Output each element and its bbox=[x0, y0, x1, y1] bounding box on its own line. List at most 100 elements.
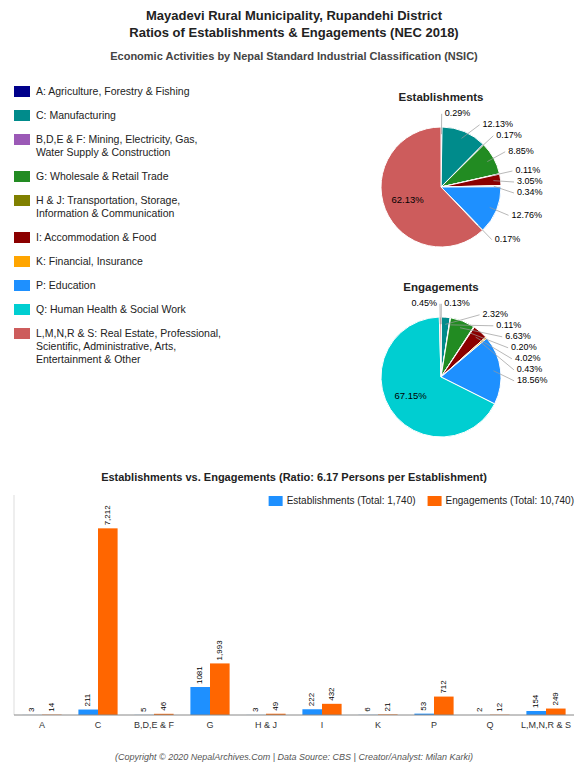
data-label: 21 bbox=[383, 702, 392, 711]
y-range-line bbox=[14, 495, 15, 715]
text-line: I: Accommodation & Food bbox=[36, 231, 156, 243]
pie-label: 3.05% bbox=[517, 176, 543, 186]
leader-line bbox=[493, 371, 514, 381]
legend-label: Q: Human Health & Social Work bbox=[36, 303, 187, 315]
legend-swatch bbox=[14, 328, 30, 339]
leader-line bbox=[487, 152, 505, 162]
leader-line bbox=[441, 304, 442, 324]
subtitle: Economic Activities by Nepal Standard In… bbox=[110, 50, 478, 62]
pie-label: 0.20% bbox=[511, 342, 537, 352]
x-tick-label: G bbox=[206, 720, 213, 730]
bar-labels: 32115108132226532154147,212461,993494322… bbox=[27, 505, 560, 712]
data-label: 432 bbox=[327, 687, 336, 701]
text-line: Scientific, Administrative, Arts, bbox=[36, 340, 176, 352]
pie-label: 6.63% bbox=[505, 331, 531, 341]
pie-label: 0.11% bbox=[496, 320, 521, 330]
pie-slice bbox=[381, 317, 495, 437]
leader-line bbox=[494, 186, 514, 193]
x-tick-label: A bbox=[39, 720, 45, 730]
pie-label: 0.17% bbox=[495, 234, 521, 244]
pie-label: 2.32% bbox=[483, 309, 509, 319]
bar bbox=[98, 528, 118, 715]
bar bbox=[526, 711, 546, 715]
legend-label: A: Agriculture, Forestry & Fishing bbox=[36, 85, 190, 97]
leader-line bbox=[476, 337, 512, 359]
data-label: 249 bbox=[551, 692, 560, 706]
leader-line bbox=[439, 304, 440, 324]
leader-line bbox=[490, 207, 509, 215]
data-label: 12 bbox=[495, 702, 504, 711]
data-label: 3 bbox=[251, 707, 260, 712]
leader-line bbox=[441, 114, 442, 134]
x-tick-label: B,D,E & F bbox=[134, 720, 175, 730]
leader-line bbox=[493, 171, 513, 175]
pie-title: Establishments bbox=[399, 91, 484, 103]
x-tick-label: C bbox=[95, 720, 102, 730]
legend-label: P: Education bbox=[36, 279, 96, 291]
x-tick-label: K bbox=[375, 720, 381, 730]
data-label: 49 bbox=[271, 701, 280, 710]
main-title: Mayadevi Rural Municipality, Rupandehi D… bbox=[129, 8, 458, 40]
text-line: L,M,N,R & S: Real Estate, Professional, bbox=[36, 327, 221, 339]
x-tick-label: P bbox=[431, 720, 437, 730]
bar bbox=[190, 687, 210, 715]
chart-root: Mayadevi Rural Municipality, Rupandehi D… bbox=[0, 0, 588, 768]
pie-label: 0.43% bbox=[517, 364, 543, 374]
data-label: 1,993 bbox=[215, 640, 224, 661]
text-line: Mayadevi Rural Municipality, Rupandehi D… bbox=[146, 8, 443, 23]
pie-label: 0.34% bbox=[517, 187, 543, 197]
pie-label: 12.13% bbox=[483, 119, 514, 129]
text-line: P: Education bbox=[36, 279, 96, 291]
text-line: A: Agriculture, Forestry & Fishing bbox=[36, 85, 190, 97]
legend-label: K: Financial, Insurance bbox=[36, 255, 143, 267]
legend-label: G: Wholesale & Retail Trade bbox=[36, 170, 169, 182]
legend-swatch bbox=[14, 280, 30, 291]
data-label: 7,212 bbox=[103, 505, 112, 526]
leader-line bbox=[445, 315, 479, 325]
pie-slice bbox=[381, 127, 482, 247]
data-label: 211 bbox=[83, 693, 92, 706]
pie-label: 0.13% bbox=[444, 298, 470, 308]
pie-label: 62.13% bbox=[391, 194, 424, 205]
bars bbox=[22, 528, 565, 715]
data-label: 154 bbox=[531, 694, 540, 708]
legend-swatch bbox=[14, 171, 30, 182]
data-label: 5 bbox=[139, 707, 148, 712]
annotation: (Copyright © 2020 NepalArchives.Com | Da… bbox=[115, 752, 473, 762]
leader-line bbox=[460, 328, 502, 337]
data-label: 53 bbox=[419, 701, 428, 710]
data-label: 222 bbox=[307, 692, 316, 706]
text-line: Q: Human Health & Social Work bbox=[36, 303, 187, 315]
legend-label: B,D,E & F: Mining, Electricity, Gas,Wate… bbox=[36, 133, 197, 158]
x-tick-label: Q bbox=[486, 720, 493, 730]
pie-slice bbox=[439, 317, 441, 377]
text-line: K: Financial, Insurance bbox=[36, 255, 143, 267]
legend-swatch bbox=[14, 256, 30, 267]
legend-label: C: Manufacturing bbox=[36, 109, 116, 121]
leader-line bbox=[493, 181, 514, 182]
bar bbox=[302, 709, 322, 715]
pie: Engagements bbox=[381, 281, 501, 437]
legend-label: H & J: Transportation, Storage,Informati… bbox=[36, 194, 180, 219]
text-line: Water Supply & Construction bbox=[36, 146, 171, 158]
pie-labels: 62.13%0.29%12.13%0.17%8.85%0.11%3.05%0.3… bbox=[391, 108, 542, 244]
leader-line bbox=[478, 136, 493, 150]
text-line: Information & Communication bbox=[36, 207, 174, 219]
x-axis bbox=[14, 715, 574, 716]
text-line: B,D,E & F: Mining, Electricity, Gas, bbox=[36, 133, 197, 145]
legend-swatch bbox=[14, 195, 30, 206]
data-label: 2 bbox=[475, 707, 484, 712]
data-label: 712 bbox=[439, 680, 448, 694]
text-line: Ratios of Establishments & Engagements (… bbox=[129, 25, 458, 40]
pie-label: 12.76% bbox=[512, 210, 543, 220]
pie-labels: 67.15%0.13%2.32%0.11%6.63%0.20%4.02%0.43… bbox=[395, 298, 548, 401]
leader-line bbox=[478, 225, 492, 240]
bar-title: Establishments vs. Engagements (Ratio: 6… bbox=[101, 471, 487, 483]
bar bbox=[78, 710, 98, 715]
x-tick-label: H & J bbox=[255, 720, 277, 730]
data-label: 6 bbox=[363, 707, 372, 712]
pie-title: Engagements bbox=[403, 281, 478, 293]
pie-label: 0.29% bbox=[445, 108, 471, 118]
legend: A: Agriculture, Forestry & Fishing C: Man… bbox=[14, 85, 221, 365]
legend-swatch bbox=[428, 496, 442, 506]
